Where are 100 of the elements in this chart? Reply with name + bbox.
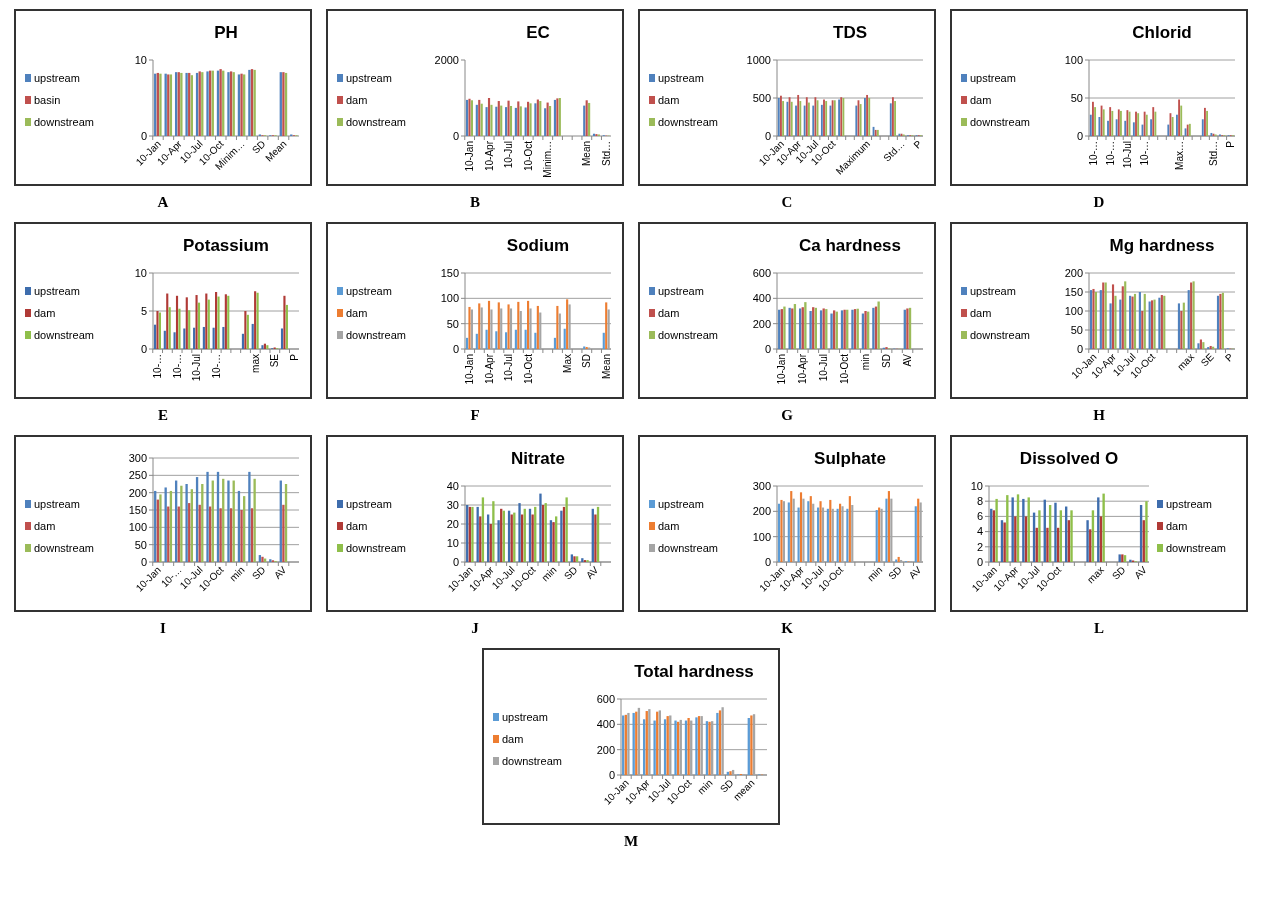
bar — [1046, 527, 1049, 562]
bar — [1187, 290, 1190, 349]
bar — [1141, 311, 1144, 349]
legend-label: upstream — [34, 497, 80, 510]
bar — [480, 103, 483, 136]
x-tick-label: SD — [886, 564, 904, 582]
x-tick-label: 10-Jul — [1122, 141, 1134, 169]
bar — [280, 328, 284, 349]
y-tick-label: 0 — [764, 129, 771, 142]
y-tick-label: 0 — [452, 342, 459, 355]
x-tick-label: SD — [581, 354, 593, 368]
bar — [478, 303, 481, 349]
y-tick-label: 300 — [752, 479, 771, 492]
bar — [478, 99, 481, 136]
legend-label: upstream — [658, 284, 704, 297]
bar — [529, 308, 532, 349]
x-tick-label: 10-Apr — [797, 353, 809, 385]
y-tick-label: 250 — [128, 469, 147, 482]
text: M — [623, 833, 639, 849]
x-tick-label: Mean — [581, 141, 593, 167]
bar — [227, 480, 230, 562]
x-tick-label: max — [1084, 564, 1107, 586]
bar — [497, 302, 500, 349]
legend-label: dam — [346, 93, 368, 106]
bar — [1099, 290, 1102, 349]
x-tick-label: AV — [583, 563, 601, 581]
bar — [539, 493, 542, 562]
legend-label: basin — [34, 93, 61, 106]
chart-title: Ca hardness — [798, 236, 902, 255]
y-tick-label: 300 — [128, 451, 147, 464]
bar — [507, 304, 510, 349]
bar — [505, 107, 508, 136]
bar — [222, 326, 225, 349]
bar — [497, 101, 500, 136]
legend-label: downstream — [658, 541, 718, 554]
bar — [480, 307, 483, 349]
bar — [887, 491, 890, 562]
x-tick-label: 10-Jul — [503, 141, 515, 169]
legend-label: upstream — [346, 497, 392, 510]
y-tick-label: 150 — [440, 266, 459, 279]
y-tick-label: 0 — [452, 555, 459, 568]
bar — [465, 337, 469, 349]
bar — [836, 508, 839, 562]
y-tick-label: 0 — [140, 129, 147, 142]
y-tick-label: 0 — [140, 342, 147, 355]
x-tick-label: 10-Oct — [522, 353, 534, 385]
x-tick-label: min — [695, 777, 715, 797]
chart-title: EC — [526, 23, 550, 42]
legend-label: upstream — [1166, 497, 1212, 510]
x-tick-label: 10-… — [1087, 141, 1099, 166]
bar — [185, 297, 188, 349]
y-tick-label: 50 — [1070, 91, 1083, 104]
text: C — [781, 194, 793, 210]
legend-label: dam — [34, 306, 56, 319]
bar — [517, 101, 520, 136]
bar — [563, 328, 566, 349]
text: J — [471, 620, 480, 636]
bar — [1102, 493, 1105, 562]
bar — [168, 307, 171, 349]
text: I — [160, 620, 167, 636]
y-tick-label: 200 — [752, 317, 771, 330]
bar — [534, 103, 537, 136]
bar — [594, 514, 597, 562]
legend-label: dam — [970, 306, 992, 319]
bar — [509, 105, 513, 136]
bar — [848, 496, 851, 562]
bar — [919, 502, 922, 562]
y-tick-label: 30 — [446, 498, 459, 511]
legend-label: dam — [346, 306, 368, 319]
x-tick-label: SD — [561, 564, 580, 582]
y-tick-label: 600 — [752, 266, 771, 279]
bar — [285, 304, 288, 349]
bar — [1182, 302, 1185, 349]
x-tick-label: SD — [249, 138, 268, 156]
bar — [217, 296, 220, 349]
bar — [797, 507, 800, 562]
chart-title: Total hardness — [634, 662, 754, 681]
bar — [1054, 502, 1057, 562]
bar — [1197, 343, 1200, 349]
y-tick-label: 0 — [608, 768, 615, 781]
y-tick-label: 150 — [128, 503, 147, 516]
bar — [1109, 303, 1112, 349]
bar — [206, 471, 209, 562]
bar — [566, 299, 569, 349]
y-tick-label: 2 — [976, 540, 983, 553]
bar — [553, 337, 557, 349]
bar — [885, 498, 888, 562]
legend-label: dam — [658, 93, 680, 106]
chart-title: Mg hardness — [1109, 236, 1215, 255]
y-tick-label: 0 — [1076, 342, 1083, 355]
text: B — [469, 194, 481, 210]
y-tick-label: 200 — [596, 743, 615, 756]
y-tick-label: 100 — [1064, 53, 1083, 66]
x-tick-label: Std… — [600, 141, 612, 167]
bar — [829, 499, 832, 562]
legend-label: dam — [502, 732, 524, 745]
y-tick-label: 8 — [976, 495, 983, 508]
bar — [568, 304, 571, 349]
bar — [1111, 284, 1115, 349]
bar — [514, 329, 517, 349]
